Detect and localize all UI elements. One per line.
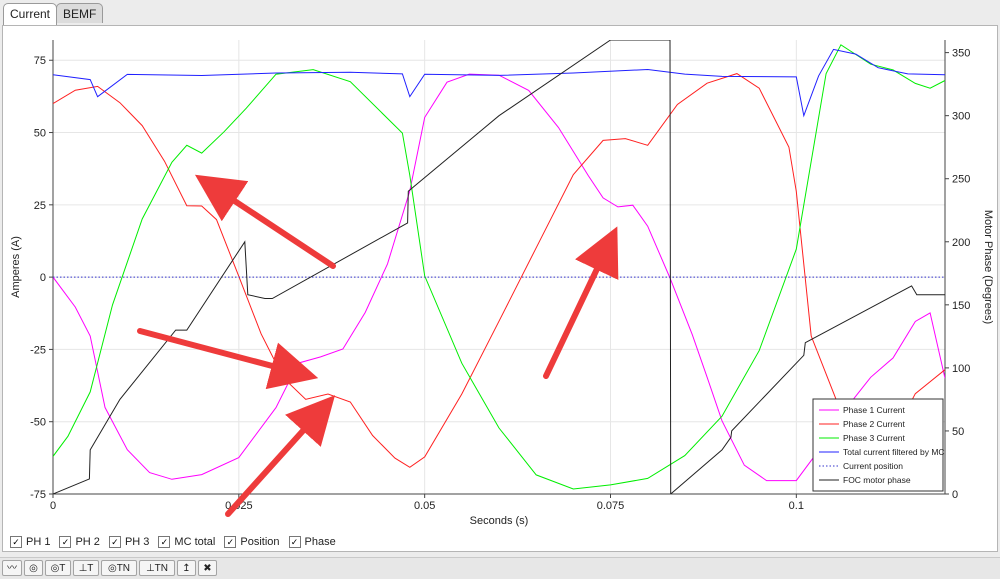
y-tick-label-right: 300	[952, 111, 970, 123]
tab-current[interactable]: Current	[3, 3, 58, 26]
checkbox-position[interactable]: ✓ Position	[224, 535, 280, 549]
checkbox-ph1[interactable]: ✓ PH 1	[10, 535, 50, 549]
legend-label: Phase 1 Current	[843, 405, 906, 415]
checkbox-phase-label: Phase	[304, 536, 336, 548]
legend-label: Phase 2 Current	[843, 419, 906, 429]
target-icon[interactable]: ◎	[24, 560, 43, 576]
y-tick-label-left: 0	[40, 272, 46, 284]
checkbox-ph3-box[interactable]: ✓	[108, 536, 121, 548]
series-line-3	[53, 44, 945, 490]
x-tick-label: 0.1	[789, 500, 804, 512]
checkbox-ph3[interactable]: ✓ PH 3	[108, 535, 150, 549]
bug-tn-icon[interactable]: ⊥TN	[139, 560, 175, 576]
y-tick-label-left: 25	[34, 200, 46, 212]
legend-label: Current position	[843, 461, 903, 471]
checkbox-mc-total[interactable]: ✓ MC total	[158, 535, 215, 549]
y-tick-label-left: -50	[30, 417, 46, 429]
series-line-6	[53, 40, 945, 494]
series-line-2	[53, 73, 945, 480]
upload-icon[interactable]: ↥	[177, 560, 196, 576]
checkbox-mc-total-label: MC total	[174, 536, 216, 548]
y-tick-label-right: 50	[952, 426, 964, 438]
y-tick-label-left: -75	[30, 489, 46, 501]
checkbox-ph2[interactable]: ✓ PH 2	[59, 535, 100, 549]
checkbox-ph2-box[interactable]: ✓	[59, 536, 72, 548]
wave-icon[interactable]: 〰	[2, 560, 22, 576]
bottom-toolbar: 〰 ◎ ◎T ⊥T ◎TN ⊥TN ↥ ✖	[0, 557, 1000, 579]
y-tick-label-left: -25	[30, 344, 46, 356]
target-tn-icon[interactable]: ◎TN	[101, 560, 137, 576]
annotation-arrow	[543, 226, 619, 379]
checkbox-phase-box[interactable]: ✓	[288, 536, 301, 548]
series-line-1	[53, 73, 945, 482]
annotation-arrow	[194, 174, 336, 269]
y-tick-label-right: 200	[952, 237, 970, 249]
x-tick-label: 0.075	[597, 500, 625, 512]
y-tick-label-left: 50	[34, 128, 46, 140]
legend-label: Phase 3 Current	[843, 433, 906, 443]
current-chart[interactable]: 00.0250.050.0750.1-75-50-250255075050100…	[3, 26, 997, 551]
x-tick-label: 0.05	[414, 500, 435, 512]
tab-bar: Current BEMF	[0, 0, 1000, 26]
legend-box	[812, 398, 944, 492]
y-tick-label-right: 350	[952, 48, 970, 60]
annotation-arrow	[137, 328, 319, 390]
checkbox-phase[interactable]: ✓ Phase	[288, 535, 336, 549]
tab-bemf[interactable]: BEMF	[56, 3, 104, 23]
checkbox-ph2-label: PH 2	[75, 536, 100, 548]
x-tick-label: 0	[50, 500, 56, 512]
close-circle-icon[interactable]: ✖	[198, 560, 217, 576]
annotation-arrow	[225, 395, 336, 517]
legend-label: FOC motor phase	[843, 475, 911, 485]
y-tick-label-right: 100	[952, 363, 970, 375]
y-axis-label-right: Motor Phase (Degrees)	[982, 210, 994, 324]
checkbox-position-box[interactable]: ✓	[224, 536, 237, 548]
y-tick-label-right: 250	[952, 174, 970, 186]
bug-t-icon[interactable]: ⊥T	[73, 560, 99, 576]
checkbox-position-label: Position	[240, 536, 280, 548]
series-line-4	[53, 48, 945, 118]
target-t-icon[interactable]: ◎T	[45, 560, 71, 576]
y-tick-label-left: 75	[34, 55, 46, 67]
plot-panel: 00.0250.050.0750.1-75-50-250255075050100…	[2, 25, 998, 552]
y-tick-label-right: 150	[952, 300, 970, 312]
checkbox-ph1-label: PH 1	[26, 536, 51, 548]
series-checkboxes: ✓ PH 1 ✓ PH 2 ✓ PH 3 ✓ MC total ✓ Position ✓ P…	[10, 535, 345, 549]
y-tick-label-right: 0	[952, 489, 958, 501]
x-axis-label: Seconds (s)	[470, 515, 529, 527]
checkbox-ph1-box[interactable]: ✓	[10, 536, 22, 548]
y-axis-label-left: Amperes (A)	[10, 236, 22, 298]
checkbox-mc-total-box[interactable]: ✓	[158, 536, 171, 548]
legend-label: Total current filtered by MC	[843, 447, 945, 457]
checkbox-ph3-label: PH 3	[124, 536, 150, 548]
